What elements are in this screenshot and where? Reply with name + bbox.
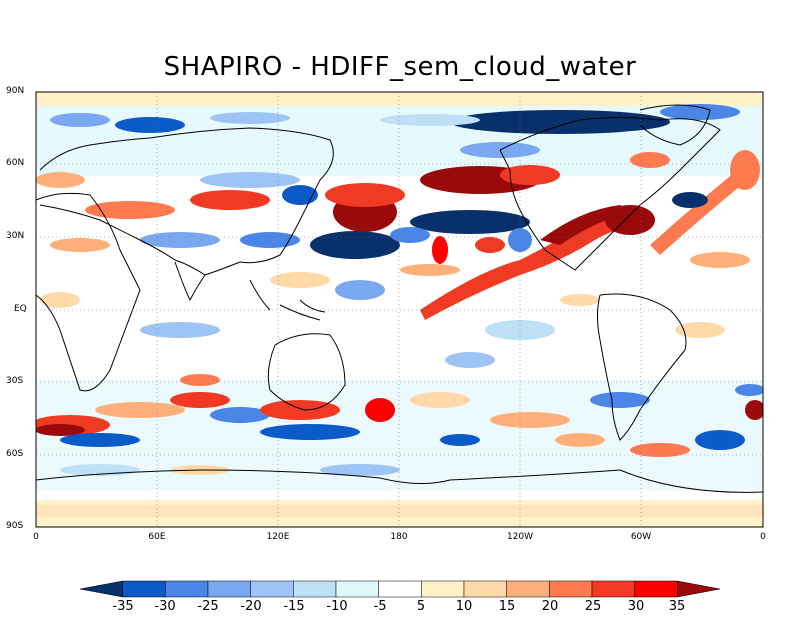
lon-label-60e: 60E bbox=[148, 532, 166, 542]
lat-label-30s: 30S bbox=[6, 376, 24, 386]
colorbar-swatch bbox=[335, 580, 379, 598]
lat-label-60s: 60S bbox=[6, 449, 24, 459]
map-frame bbox=[35, 91, 764, 528]
gridlines bbox=[36, 92, 763, 527]
lon-label-120w: 120W bbox=[506, 532, 534, 542]
colorbar-swatch bbox=[463, 580, 507, 598]
lat-label-30n: 30N bbox=[6, 231, 25, 241]
colorbar-label: -5 bbox=[373, 599, 387, 614]
lon-label-0-east: 0 bbox=[760, 532, 766, 542]
colorbar-swatch bbox=[634, 580, 678, 598]
colorbar-swatch bbox=[378, 580, 422, 598]
colorbar-label: -15 bbox=[283, 599, 305, 614]
lat-label-60n: 60N bbox=[6, 158, 25, 168]
colorbar-label: -35 bbox=[112, 599, 134, 614]
colorbar-label: 25 bbox=[584, 599, 602, 614]
colorbar-swatch bbox=[421, 580, 465, 598]
lat-label-90s: 90S bbox=[6, 521, 24, 531]
colorbar-label: 20 bbox=[541, 599, 559, 614]
colorbar-swatch bbox=[549, 580, 593, 598]
colorbar-label: -10 bbox=[326, 599, 348, 614]
colorbar-swatch bbox=[506, 580, 550, 598]
colorbar-label: 15 bbox=[498, 599, 516, 614]
anomaly-field bbox=[36, 92, 763, 527]
map-title: SHAPIRO - HDIFF_sem_cloud_water bbox=[163, 52, 637, 82]
coastlines bbox=[36, 104, 763, 493]
colorbar-swatch bbox=[207, 580, 251, 598]
colorbar-swatch bbox=[293, 580, 337, 598]
lat-label-90n: 90N bbox=[6, 86, 25, 96]
colorbar-label: -25 bbox=[197, 599, 219, 614]
colorbar-swatch bbox=[591, 580, 635, 598]
colorbar-swatch bbox=[165, 580, 209, 598]
colorbar-label: -30 bbox=[154, 599, 176, 614]
lon-label-60w: 60W bbox=[630, 532, 652, 542]
colorbar-label: -20 bbox=[240, 599, 262, 614]
colorbar-label: 5 bbox=[416, 599, 426, 614]
colorbar-label: 30 bbox=[627, 599, 645, 614]
colorbar-label: 35 bbox=[668, 599, 686, 614]
colorbar-swatch bbox=[250, 580, 294, 598]
colorbar-label: 10 bbox=[455, 599, 473, 614]
lon-label-0-west: 0 bbox=[33, 532, 39, 542]
lon-label-180: 180 bbox=[390, 532, 408, 542]
colorbar-swatch bbox=[122, 580, 166, 598]
lon-label-120e: 120E bbox=[266, 532, 290, 542]
colorbar-swatch bbox=[677, 580, 721, 598]
lat-label-eq: EQ bbox=[14, 304, 27, 314]
colorbar bbox=[79, 580, 721, 598]
colorbar-swatch bbox=[79, 580, 123, 598]
